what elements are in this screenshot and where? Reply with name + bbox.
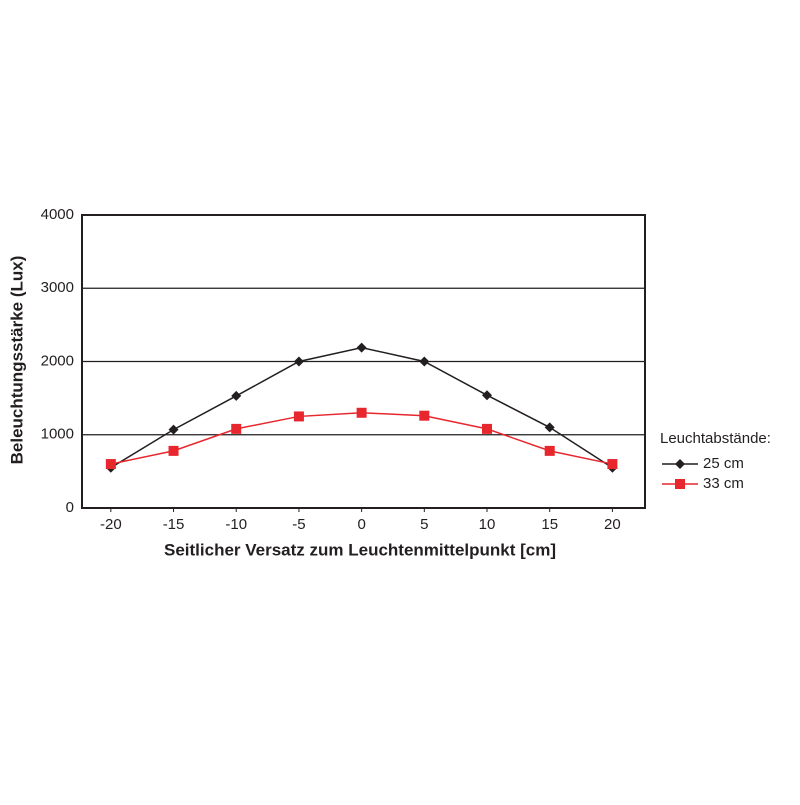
x-tick-label: -5 — [292, 516, 305, 533]
marker — [356, 342, 367, 353]
marker — [544, 445, 555, 456]
series-line — [110, 346, 613, 469]
plot-frame — [81, 214, 646, 509]
marker — [482, 390, 493, 401]
y-tick-label: 2000 — [41, 352, 74, 369]
y-tick-label: 1000 — [41, 426, 74, 443]
y-tick-label: 0 — [66, 499, 74, 516]
marker — [675, 459, 685, 469]
marker — [675, 479, 685, 489]
marker — [607, 459, 618, 470]
marker — [231, 423, 242, 434]
marker — [231, 390, 242, 401]
x-tick-label: -15 — [163, 516, 185, 533]
y-tick-label: 3000 — [41, 279, 74, 296]
x-axis-label: Seitlicher Versatz zum Leuchtenmittelpun… — [164, 540, 556, 559]
marker — [105, 459, 116, 470]
marker — [419, 410, 430, 421]
legend-label: 33 cm — [703, 475, 744, 492]
marker — [168, 445, 179, 456]
marker — [544, 422, 555, 433]
marker — [293, 356, 304, 367]
marker — [482, 423, 493, 434]
x-tick-label: -20 — [100, 516, 122, 533]
x-tick-label: 15 — [541, 516, 558, 533]
x-tick-label: 5 — [420, 516, 428, 533]
legend-label: 25 cm — [703, 455, 744, 472]
marker — [293, 411, 304, 422]
legend-title: Leuchtabstände: — [660, 430, 771, 447]
x-tick-label: -10 — [225, 516, 247, 533]
x-tick-label: 20 — [604, 516, 621, 533]
y-tick-label: 4000 — [41, 206, 74, 223]
marker — [419, 356, 430, 367]
marker — [168, 424, 179, 435]
y-axis-label: Beleuchtungsstärke (Lux) — [7, 256, 26, 465]
x-tick-label: 0 — [357, 516, 365, 533]
marker — [356, 407, 367, 418]
x-tick-label: 10 — [479, 516, 496, 533]
